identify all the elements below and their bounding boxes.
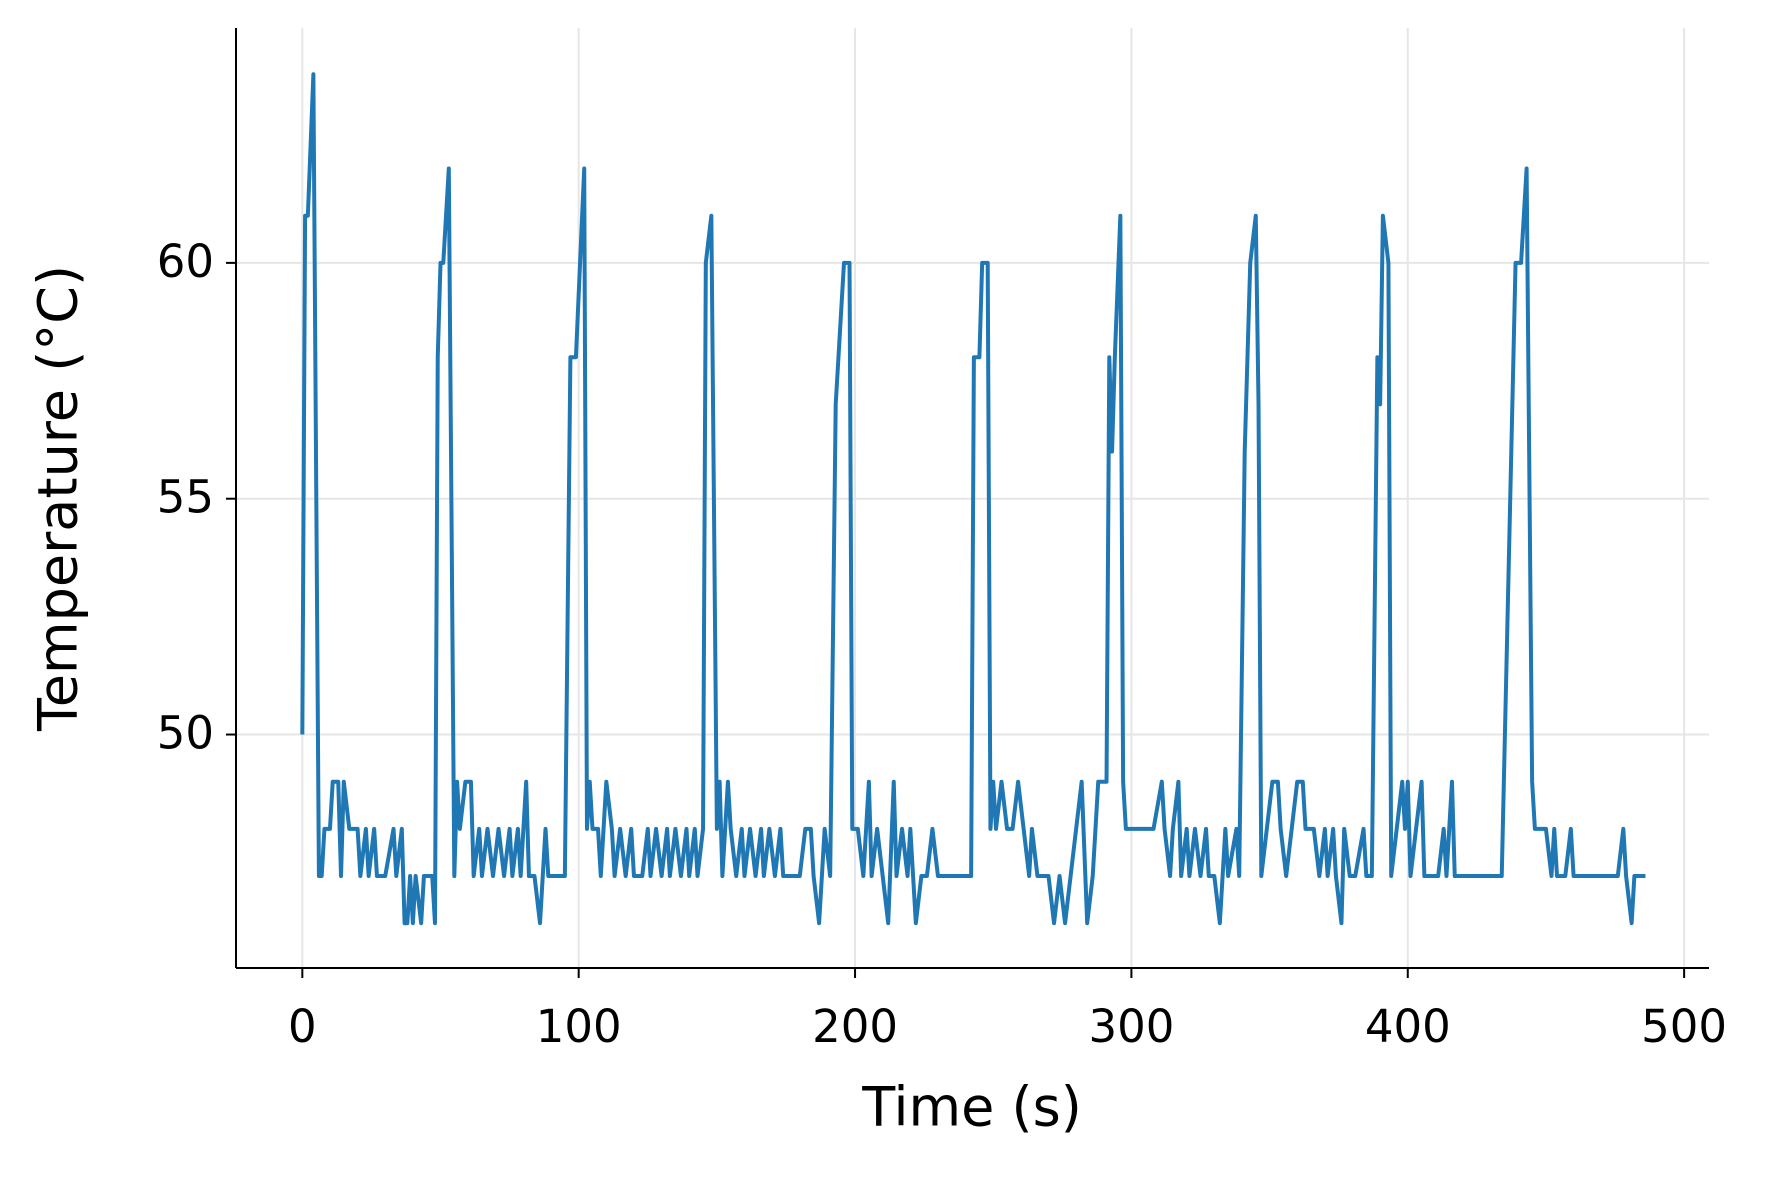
x-tick-label: 300 [1088, 1000, 1174, 1053]
x-axis-label: Time (s) [861, 1076, 1082, 1139]
x-tick-label: 100 [536, 1000, 622, 1053]
y-axis-label: Temperature (°C) [27, 265, 90, 732]
y-tick-label: 55 [157, 471, 214, 524]
y-tick-label: 60 [157, 235, 214, 288]
x-tick-label: 500 [1641, 1000, 1727, 1053]
data-line [300, 72, 1646, 926]
y-tick-label: 50 [157, 707, 214, 760]
x-tick-label: 200 [812, 1000, 898, 1053]
x-tick-label: 400 [1365, 1000, 1451, 1053]
x-tick-label: 0 [288, 1000, 317, 1053]
